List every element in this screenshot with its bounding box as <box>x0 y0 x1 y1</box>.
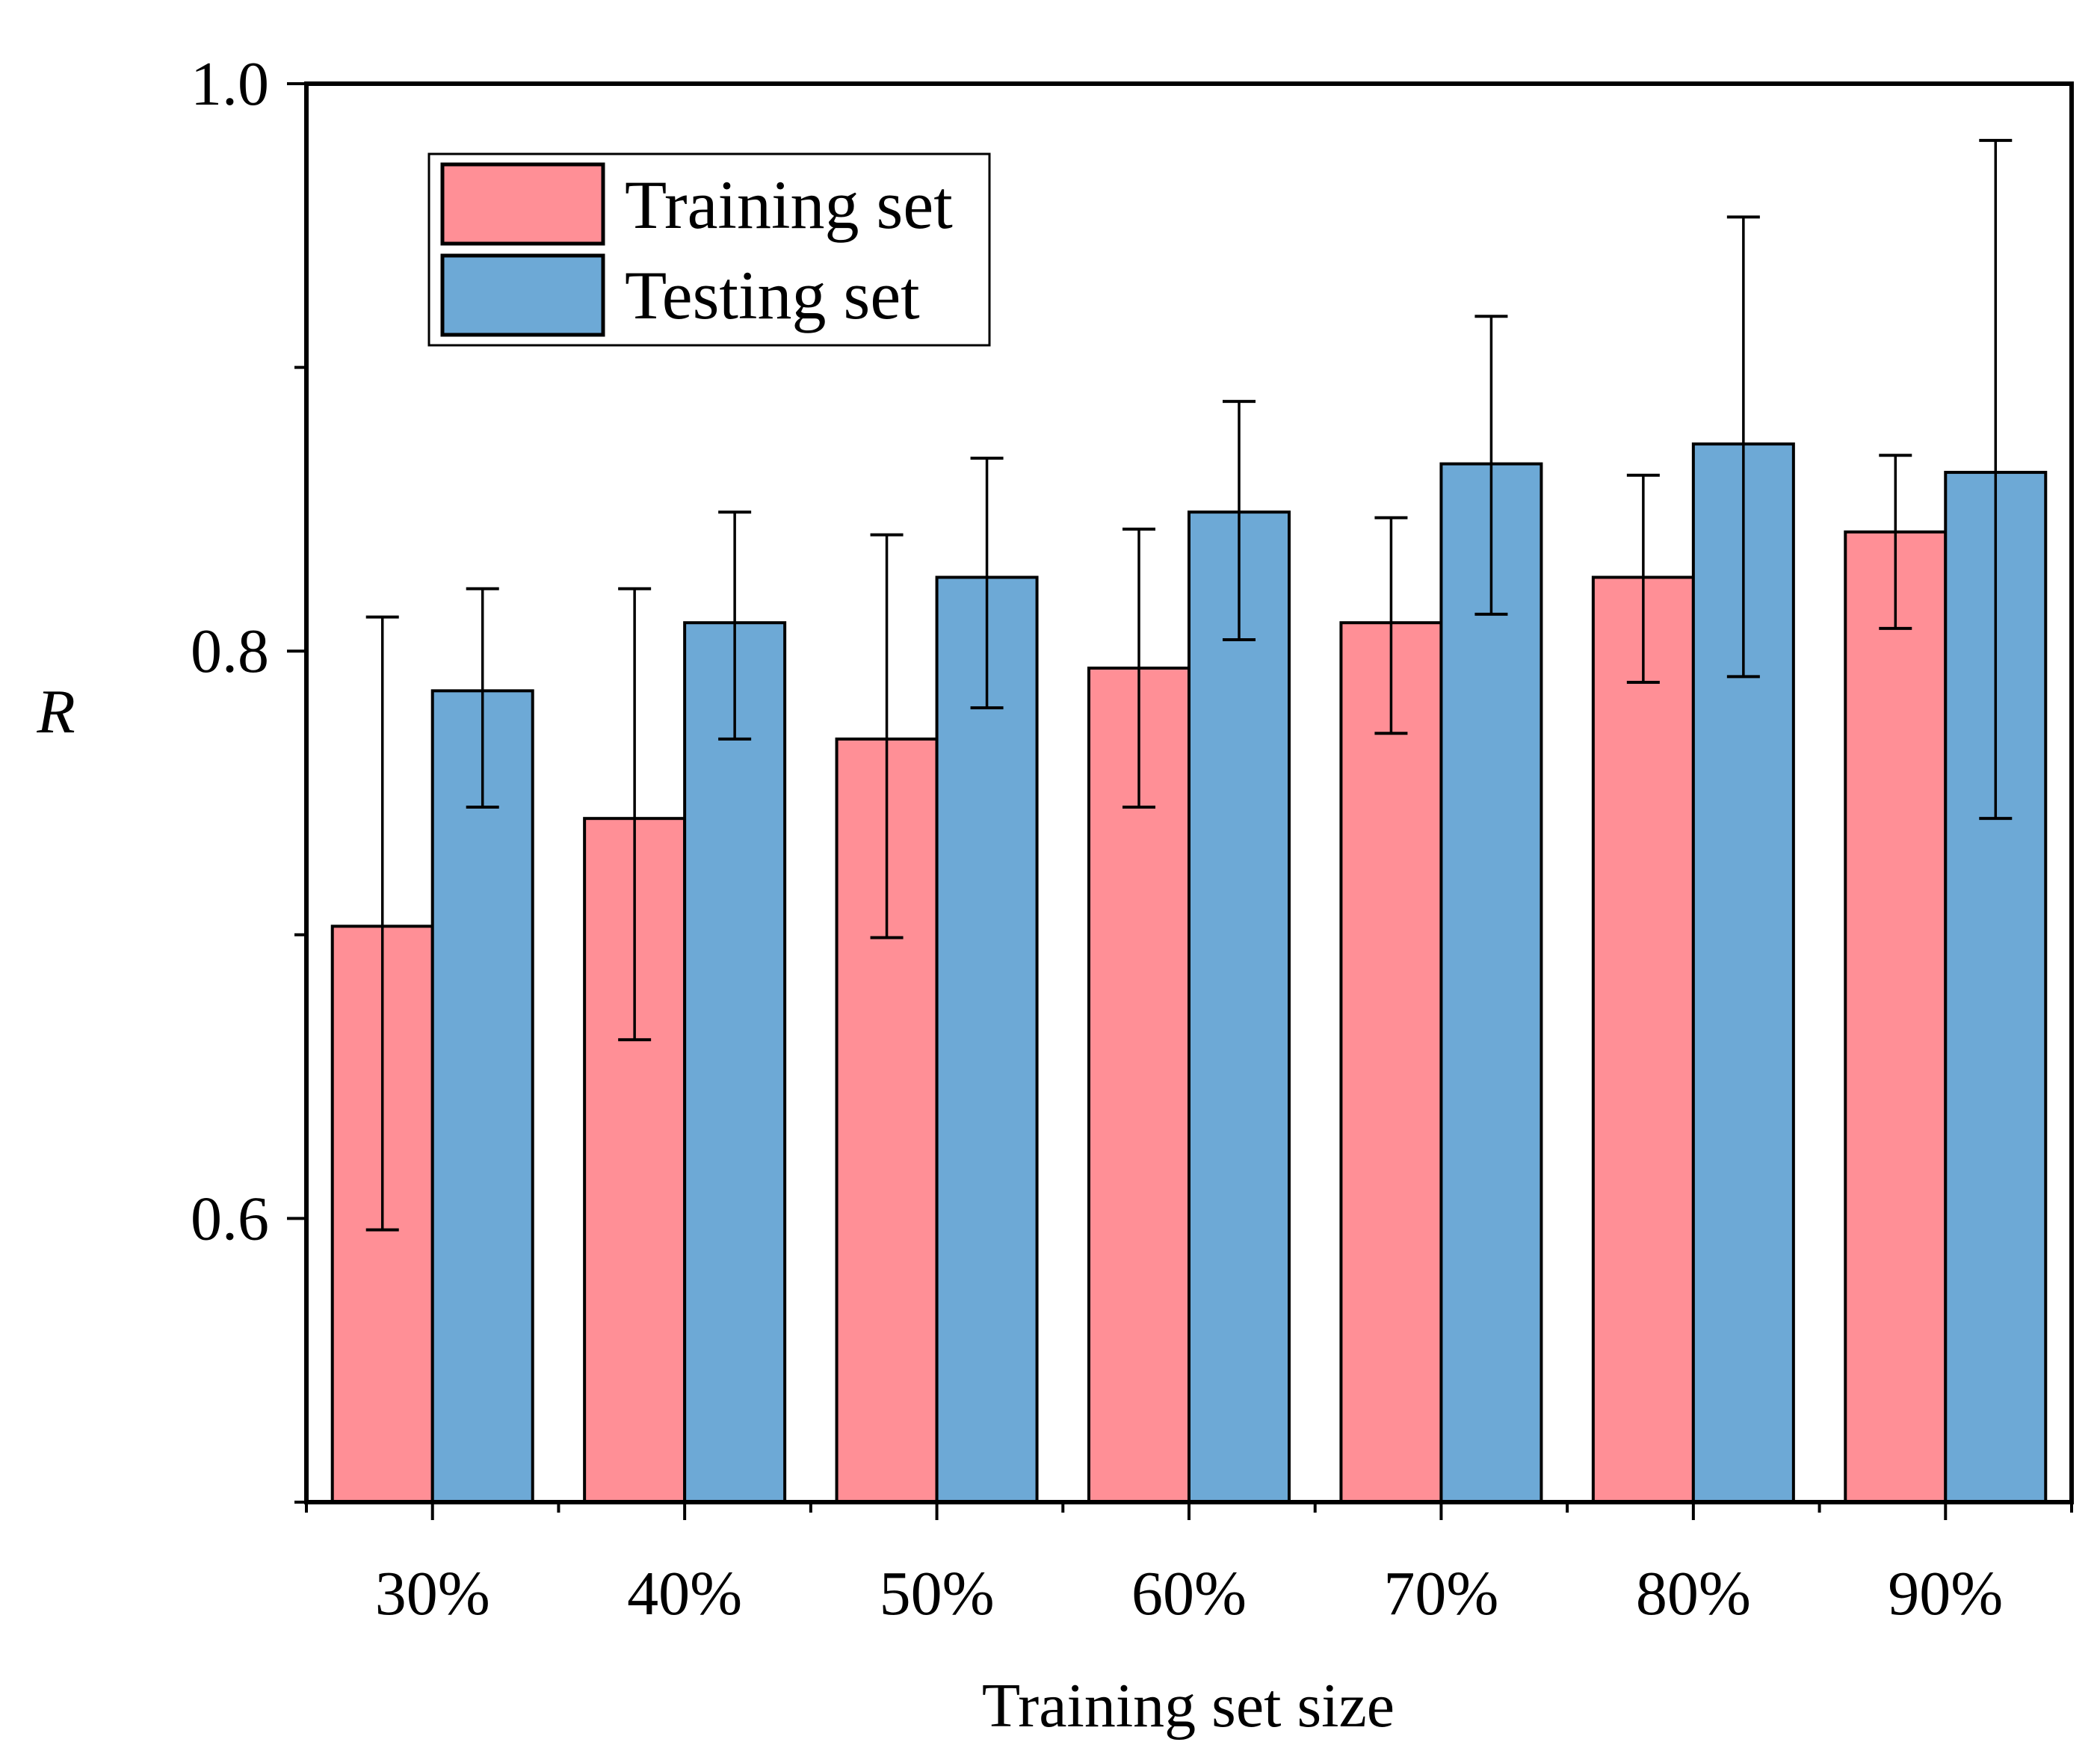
bar-testing-set-1 <box>430 689 534 1504</box>
y-tick-label: 0.8 <box>191 617 269 686</box>
error-bar-training-set-3 <box>870 533 904 939</box>
y-tick-label: 1.0 <box>191 49 269 119</box>
x-tick-label: 90% <box>1888 1559 2003 1628</box>
bar-training-set-6 <box>1591 575 1695 1504</box>
bar-testing-set-3 <box>935 575 1039 1504</box>
x-axis: 30% 40% 50% 60% 70% 80% 90% <box>305 1502 2073 1628</box>
error-bar-testing-set-5 <box>1474 315 1508 616</box>
bars-layer <box>330 442 2048 1504</box>
error-bar-training-set-7 <box>1879 454 1912 630</box>
legend-swatch-training-set <box>440 162 605 246</box>
error-bar-testing-set-6 <box>1726 215 1760 679</box>
bar-training-set-5 <box>1339 621 1443 1504</box>
error-bar-testing-set-7 <box>1979 138 2013 821</box>
error-bar-testing-set-2 <box>718 510 752 741</box>
x-axis-title: Training set size <box>982 1671 1395 1741</box>
x-tick-label: 80% <box>1636 1559 1751 1628</box>
error-bar-training-set-4 <box>1122 527 1155 809</box>
x-tick-label: 60% <box>1131 1559 1247 1628</box>
y-axis: 0.6 0.8 1.0 <box>191 49 306 1504</box>
bar-training-set-7 <box>1844 530 1948 1504</box>
y-tick-label: 0.6 <box>191 1184 269 1253</box>
error-bar-testing-set-4 <box>1223 400 1256 642</box>
error-bar-training-set-5 <box>1374 516 1408 735</box>
error-bars-layer <box>365 138 2013 1232</box>
x-tick-label: 70% <box>1383 1559 1498 1628</box>
legend: Training set Testing set <box>427 152 991 347</box>
error-bar-training-set-2 <box>618 587 652 1042</box>
bar-testing-set-5 <box>1439 462 1543 1504</box>
error-bar-testing-set-3 <box>970 457 1004 710</box>
x-tick-label: 30% <box>375 1559 490 1628</box>
error-bar-training-set-6 <box>1626 473 1660 684</box>
y-axis-title: R <box>36 677 75 747</box>
legend-label-testing-set: Testing set <box>625 257 920 333</box>
error-bar-training-set-1 <box>365 615 399 1232</box>
bar-testing-set-4 <box>1188 510 1291 1504</box>
error-bar-testing-set-1 <box>466 587 499 809</box>
legend-label-training-set: Training set <box>625 167 953 243</box>
legend-swatch-testing-set <box>440 253 605 337</box>
x-tick-label: 40% <box>627 1559 742 1628</box>
x-tick-label: 50% <box>880 1559 995 1628</box>
bar-testing-set-2 <box>683 621 787 1504</box>
